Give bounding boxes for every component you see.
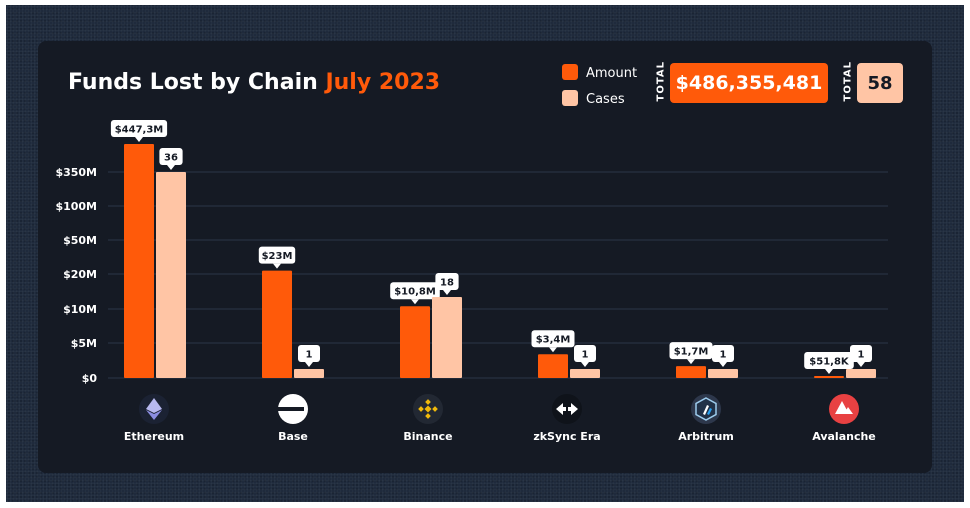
cases-data-label-text: 36: [164, 153, 178, 164]
cases-bar: [846, 369, 876, 378]
cases-bar: [156, 172, 186, 378]
arbitrum-icon: [691, 394, 721, 424]
amount-total-value: $486,355,481: [670, 63, 828, 103]
base-icon: [278, 394, 308, 424]
amount-data-label-bubble: [390, 282, 440, 300]
amount-data-label-text: $51,8K: [809, 357, 850, 368]
cases-bar: [708, 369, 738, 378]
amount-data-label-bubble: [258, 246, 296, 264]
y-tick-label: $50M: [63, 234, 97, 247]
legend-cases: Cases: [562, 90, 625, 107]
amount-data-label-text: $23M: [262, 251, 293, 262]
cases-data-label: 18: [435, 273, 459, 295]
cases-data-label-bubble: [850, 345, 872, 362]
amount-bar: [814, 376, 844, 378]
cases-data-label: 1: [298, 345, 320, 367]
cases-data-label-bubble: [435, 273, 459, 290]
amount-data-label-pointer: [687, 359, 695, 365]
amount-data-label-pointer: [135, 137, 143, 142]
y-tick-label: $20M: [63, 268, 97, 281]
amount-data-label: $10,8M: [390, 282, 440, 305]
legend-amount-label: Amount: [586, 66, 638, 81]
cases-bar: [570, 369, 600, 378]
title-main: Funds Lost by Chain: [68, 70, 318, 95]
cases-data-label-bubble: [574, 345, 596, 362]
cases-data-label-bubble: [712, 345, 734, 362]
cases-data-label-text: 18: [440, 278, 454, 289]
y-tick-label: $100M: [55, 200, 97, 213]
legend-cases-label: Cases: [586, 92, 625, 107]
amount-bar: [124, 144, 154, 378]
cases-data-label-pointer: [167, 165, 175, 170]
cases-bar: [294, 369, 324, 378]
chain-name-base: Base: [278, 430, 308, 443]
chain-name-ethereum: Ethereum: [123, 430, 185, 443]
cases-data-label-bubble: [298, 345, 320, 362]
cases-data-label-pointer: [305, 362, 313, 367]
legend-amount: Amount: [562, 64, 637, 81]
amount-data-label-text: $3,4M: [536, 335, 571, 346]
amount-data-label: $447,3M: [110, 120, 168, 142]
cases-data-label-text: 1: [306, 350, 313, 361]
amount-data-label-pointer: [411, 299, 419, 305]
cases-data-label-text: 1: [720, 350, 727, 361]
cases-data-label-pointer: [857, 362, 865, 367]
cases-data-label: 1: [850, 345, 872, 367]
amount-total-label: TOTAL: [655, 61, 667, 102]
cases-data-label-bubble: [159, 148, 183, 165]
amount-data-label-bubble: [804, 352, 854, 369]
y-tick-label: $5M: [71, 337, 97, 350]
chain-name-arbitrum: Arbitrum: [678, 430, 734, 443]
amount-data-label: $3,4M: [531, 330, 575, 353]
legend-amount-swatch: [562, 64, 578, 80]
amount-data-label: $51,8K: [804, 352, 854, 374]
cases-total-value: 58: [857, 63, 903, 103]
cases-data-label: 1: [712, 345, 734, 367]
y-tick-label: $10M: [63, 303, 97, 316]
title-highlight: July 2023: [325, 70, 441, 95]
y-tick-label: $350M: [55, 166, 97, 179]
amount-bar: [676, 366, 706, 378]
cases-data-label: 1: [574, 345, 596, 367]
amount-data-label: $23M: [258, 246, 296, 269]
chain-name-binance: Binance: [403, 430, 453, 443]
amount-data-label-bubble: [669, 342, 713, 360]
cases-data-label-text: 1: [582, 350, 589, 361]
amount-bar: [400, 306, 430, 378]
amount-data-label-text: $447,3M: [115, 125, 164, 136]
chain-name-zksync-era: zkSync Era: [533, 430, 601, 443]
cases-data-label-text: 1: [858, 350, 865, 361]
legend-cases-swatch: [562, 90, 578, 106]
chart-card: [38, 41, 932, 473]
cases-data-label: 36: [159, 148, 183, 170]
amount-data-label-bubble: [531, 330, 575, 348]
amount-data-label-text: $10,8M: [394, 287, 436, 298]
amount-bar: [262, 270, 292, 378]
cases-data-label-pointer: [443, 290, 451, 295]
chart-title: Funds Lost by Chain July 2023: [68, 70, 440, 95]
cases-data-label-pointer: [581, 362, 589, 367]
amount-data-label-text: $1,7M: [674, 347, 709, 358]
chain-name-avalanche: Avalanche: [812, 430, 876, 443]
y-tick-label: $0: [82, 372, 98, 385]
cases-total-label: TOTAL: [842, 61, 854, 102]
binance-icon: [413, 394, 443, 424]
amount-data-label-pointer: [273, 263, 281, 269]
cases-bar: [432, 297, 462, 378]
amount-data-label-bubble: [110, 120, 168, 137]
cases-data-label-pointer: [719, 362, 727, 367]
amount-data-label-pointer: [549, 347, 557, 353]
zksync-era-icon: [552, 394, 582, 424]
amount-data-label: $1,7M: [669, 342, 713, 365]
amount-data-label-pointer: [825, 369, 833, 374]
avalanche-icon: [829, 394, 859, 424]
ethereum-icon: [139, 394, 169, 424]
amount-bar: [538, 354, 568, 378]
